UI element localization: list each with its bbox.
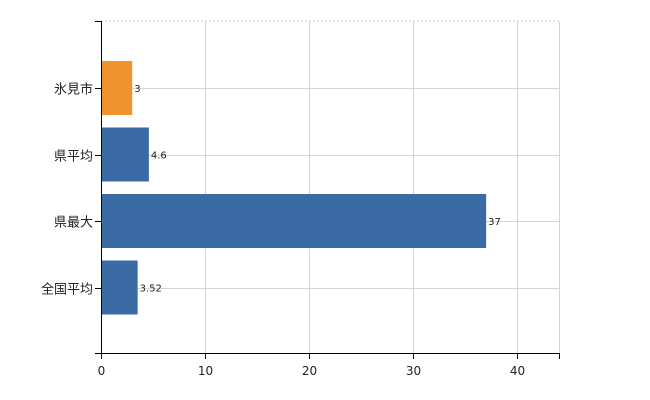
category-label: 氷見市: [54, 82, 93, 98]
bar: [101, 194, 487, 248]
x-tick-label: 40: [510, 364, 525, 378]
x-tick-label: 30: [406, 364, 421, 378]
x-tick-label: 0: [98, 364, 106, 378]
category-label: 県平均: [54, 150, 93, 165]
data-label: 3: [134, 84, 140, 95]
data-label: 4.6: [151, 151, 167, 162]
x-tick-label: 20: [302, 364, 317, 378]
data-label: 37: [488, 217, 501, 228]
bar-layer: [101, 61, 487, 315]
axis-layer: [95, 21, 560, 359]
bar: [101, 127, 149, 182]
category-label: 県最大: [54, 216, 93, 231]
data-label: 3.52: [140, 284, 162, 295]
x-tick-label: 10: [198, 364, 213, 378]
grid-layer: [101, 20, 560, 353]
bar: [101, 61, 133, 115]
bar: [101, 260, 138, 315]
category-label: 全国平均: [41, 282, 93, 298]
